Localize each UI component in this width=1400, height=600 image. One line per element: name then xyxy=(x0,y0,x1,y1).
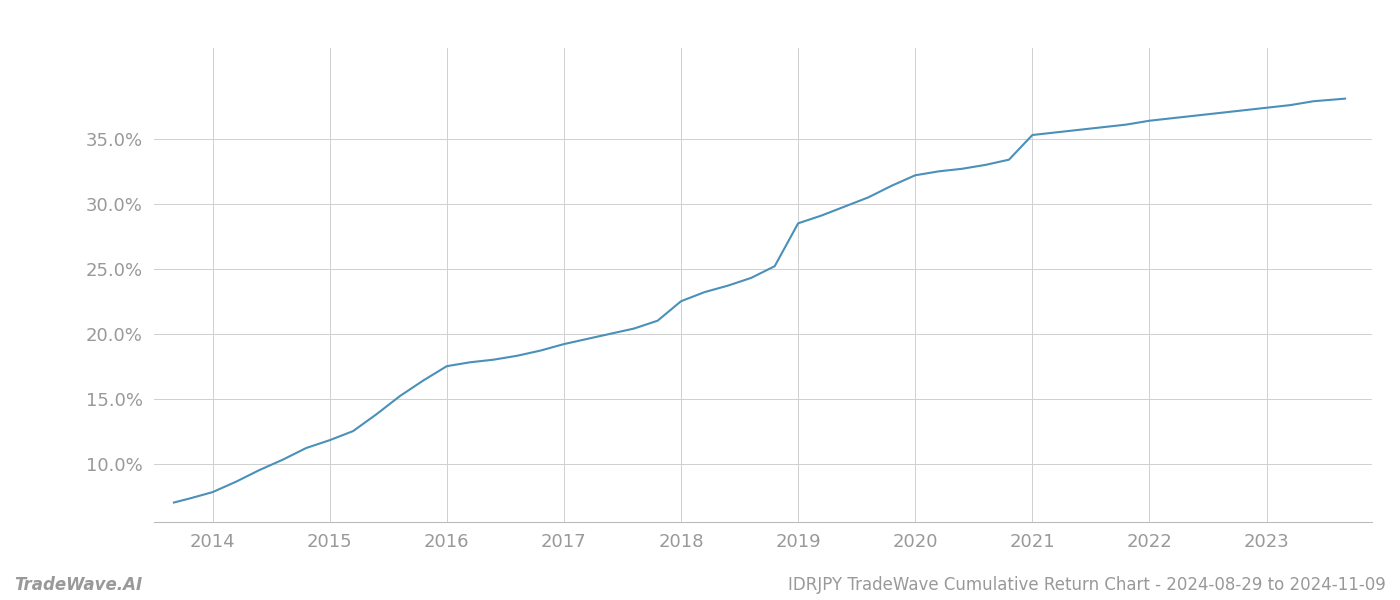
Text: TradeWave.AI: TradeWave.AI xyxy=(14,576,143,594)
Text: IDRJPY TradeWave Cumulative Return Chart - 2024-08-29 to 2024-11-09: IDRJPY TradeWave Cumulative Return Chart… xyxy=(788,576,1386,594)
